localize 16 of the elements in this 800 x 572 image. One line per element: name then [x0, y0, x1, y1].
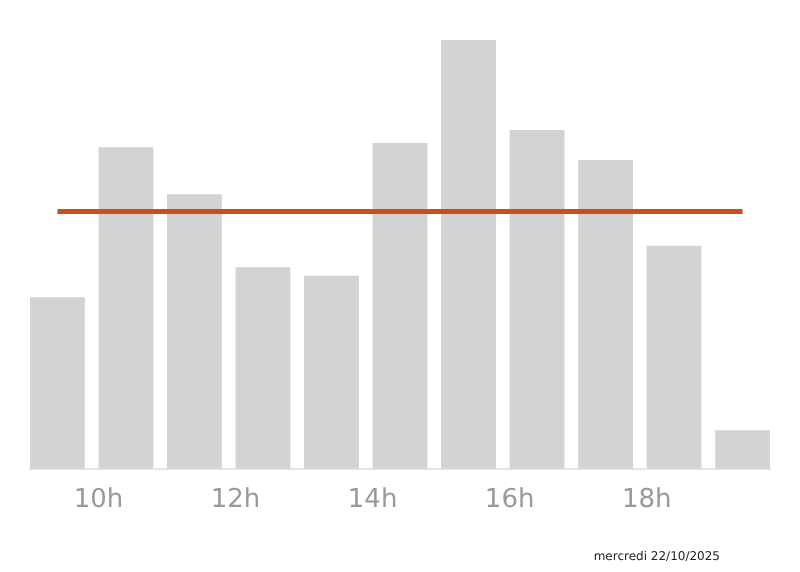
bar: [578, 160, 633, 469]
x-tick-label: 18h: [621, 485, 672, 516]
bar: [441, 40, 496, 469]
bar: [30, 297, 85, 469]
x-tick-label: 16h: [484, 485, 535, 516]
x-tick-label: 14h: [347, 485, 398, 516]
bar: [167, 194, 222, 469]
bar: [646, 245, 702, 469]
x-tick-label: 10h: [73, 485, 124, 516]
bar: [304, 275, 359, 469]
bar: [98, 147, 154, 469]
bar: [372, 142, 428, 469]
x-tick-label: 12h: [210, 485, 261, 516]
bar: [509, 130, 565, 469]
bar: [235, 267, 291, 469]
bar: [715, 430, 770, 469]
